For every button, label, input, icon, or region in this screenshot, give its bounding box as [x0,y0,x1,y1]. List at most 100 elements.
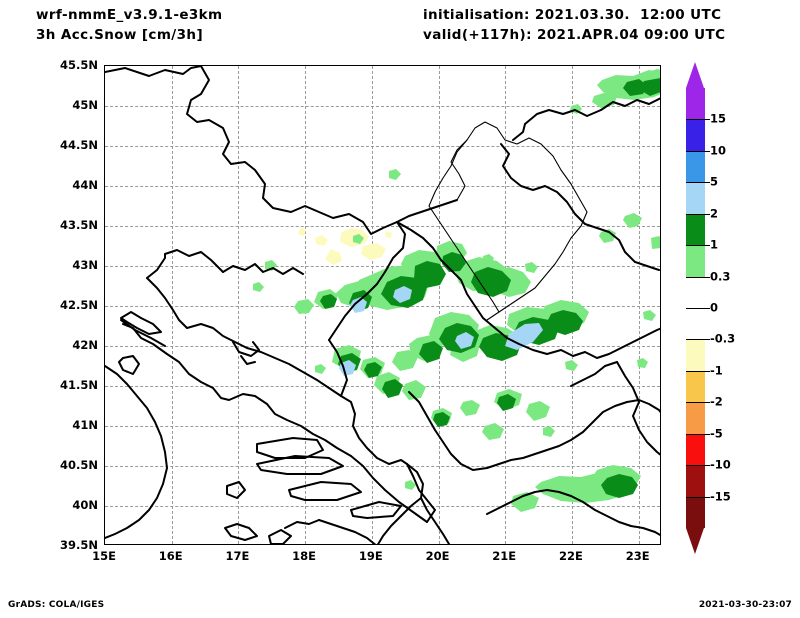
gridline-horizontal [105,226,660,227]
generation-timestamp-label: 2021-03-30-23:07 [698,600,792,610]
colorbar-label: 1 [710,237,719,252]
y-tick [104,266,105,267]
y-axis-label: 40N [72,498,98,512]
colorbar-separator [686,213,705,215]
x-axis-label: 23E [625,549,650,563]
valid-time-label: valid(+117h): 2021.APR.04 09:00 UTC [423,27,726,43]
colorbar-tick [705,119,710,121]
x-tick [505,544,506,545]
colorbar-band [686,245,705,278]
x-tick [439,544,440,545]
colorbar-tick [705,182,710,184]
colorbar-separator [686,150,705,152]
y-tick [104,186,105,187]
x-tick [572,544,573,545]
colorbar[interactable]: 15 10 5 2 1 0.3 0 -0.3 -1 -2 -5 -10 -15 [686,62,735,554]
x-tick [105,544,106,545]
colorbar-separator [686,245,705,247]
colorbar-tick [705,213,710,215]
map-canvas [105,66,660,544]
y-tick [104,426,105,427]
band-2-to-5 [339,286,543,376]
gridline-horizontal [105,346,660,347]
gridline-vertical [638,66,640,544]
colorbar-extend-low-arrow [686,528,704,554]
colorbar-label: -1 [710,363,723,378]
colorbar-label: 5 [710,175,719,190]
y-axis-label: 45.5N [60,58,98,72]
y-tick [104,386,105,387]
x-tick [305,544,306,545]
gridline-horizontal [105,146,660,147]
colorbar-tick [705,308,710,309]
y-tick [104,346,105,347]
colorbar-band [686,496,705,529]
colorbar-band [686,465,705,498]
y-axis-label: 45N [72,98,98,112]
y-axis-label: 44N [72,178,98,192]
colorbar-label: -2 [710,395,723,410]
gridline-vertical [438,66,440,544]
y-tick [104,506,105,507]
colorbar-separator [686,276,705,278]
colorbar-separator [686,465,705,467]
y-axis-label: 43.5N [60,218,98,232]
colorbar-band [686,276,705,309]
colorbar-tick [705,433,710,435]
colorbar-band [686,213,705,246]
colorbar-band [686,339,705,372]
x-tick [238,544,239,545]
x-axis-label: 16E [158,549,183,563]
gridline-horizontal [105,106,660,107]
gridline-vertical [171,66,173,544]
y-axis-label: 43N [72,258,98,272]
colorbar-tick [705,496,710,498]
map-plot-area[interactable] [104,65,661,545]
colorbar-tick [705,276,710,278]
y-axis-label: 40.5N [60,458,98,472]
grads-credit-label: GrADS: COLA/IGES [8,600,105,610]
y-axis-label: 42.5N [60,298,98,312]
gridline-horizontal [105,506,660,507]
initialisation-label: initialisation: 2021.03.30. 12:00 UTC [423,7,722,23]
colorbar-tick [705,465,710,467]
x-tick [172,544,173,545]
colorbar-band [686,433,705,466]
colorbar-label: 2 [710,206,719,221]
coastline-and-border-layer [105,66,660,544]
colorbar-label: 10 [710,143,727,158]
x-axis-label: 21E [492,549,517,563]
colorbar-extend-high-arrow [686,62,704,88]
colorbar-band [686,182,705,215]
colorbar-band [686,308,705,340]
colorbar-tick [705,339,710,341]
y-axis-label: 41.5N [60,378,98,392]
colorbar-separator [686,402,705,404]
x-axis-label: 19E [358,549,383,563]
gridline-horizontal [105,426,660,427]
x-axis-label: 18E [292,549,317,563]
y-axis-label: 42N [72,338,98,352]
colorbar-separator [686,370,705,372]
x-axis-label: 20E [425,549,450,563]
model-name-label: wrf-nmmE_v3.9.1-e3km [36,7,223,23]
colorbar-band [686,119,705,152]
colorbar-separator [686,119,705,121]
snow-accumulation-field [253,69,660,512]
colorbar-label: -0.3 [710,332,736,347]
gridline-vertical [238,66,240,544]
colorbar-separator [686,496,705,498]
colorbar-tick [705,150,710,152]
colorbar-separator [686,308,705,309]
colorbar-band [686,402,705,435]
band-1-to-2 [320,78,660,498]
x-axis-label: 22E [559,549,583,563]
colorbar-label: 0.3 [710,269,731,284]
colorbar-tick [705,370,710,372]
colorbar-band [686,370,705,403]
colorbar-separator [686,339,705,341]
colorbar-label: 0 [710,300,719,315]
colorbar-band [686,88,705,120]
colorbar-label: 15 [710,112,727,127]
x-axis-label: 17E [225,549,250,563]
